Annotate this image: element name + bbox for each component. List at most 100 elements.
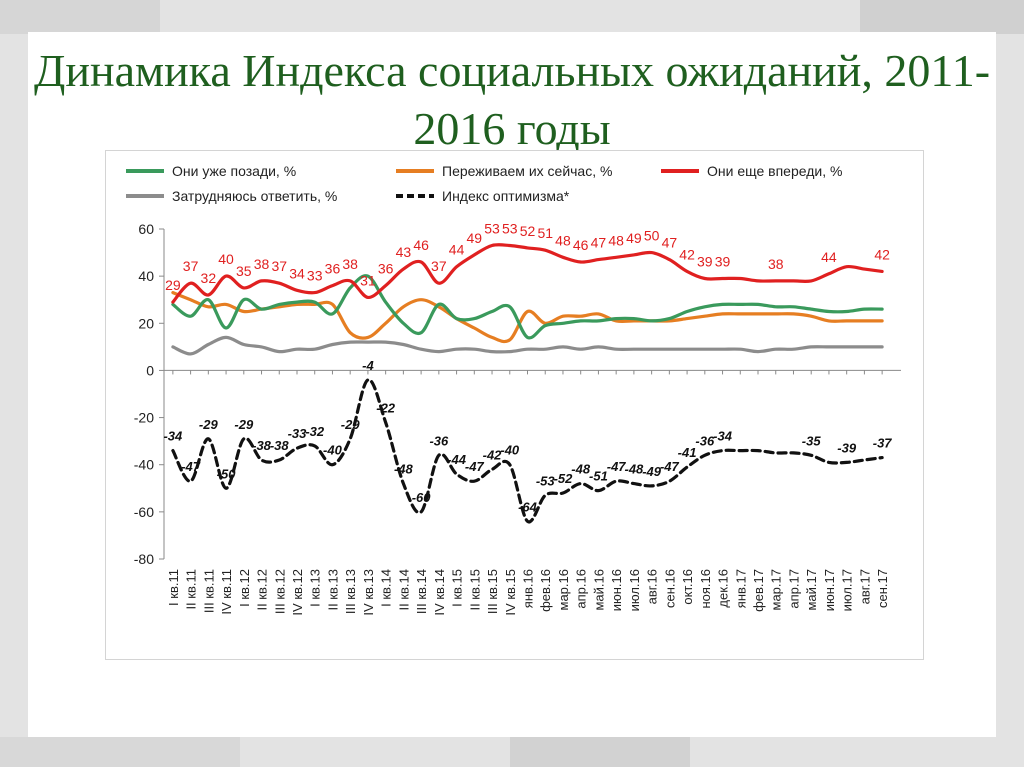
y-tick-label: 40 (138, 268, 154, 284)
data-label-index: -34 (163, 429, 183, 444)
data-label-index: -49 (642, 464, 662, 479)
data-label-ahead: 51 (537, 225, 553, 241)
data-label-index: -4 (362, 358, 374, 373)
bg-tile (510, 737, 690, 767)
series-line-ahead (171, 243, 884, 304)
legend-label-behind: Они уже позади, % (172, 163, 296, 179)
bg-tile (0, 737, 240, 767)
x-tick-label: июн.17 (822, 569, 837, 611)
data-label-index: -38 (252, 438, 272, 453)
legend-label-now: Переживаем их сейчас, % (442, 163, 612, 179)
data-label-index: -29 (234, 417, 254, 432)
data-label-index: -35 (802, 433, 822, 448)
data-label-index: -60 (412, 490, 432, 505)
x-tick-label: I кв.13 (308, 569, 323, 607)
data-label-ahead: 53 (484, 221, 500, 237)
x-tick-label: фев.17 (751, 569, 766, 612)
x-tick-label: мар.17 (769, 569, 784, 610)
x-tick-label: июл.17 (840, 569, 855, 611)
series-line-now (171, 291, 884, 344)
x-tick-label: II кв.11 (184, 569, 199, 610)
data-label-index: -47 (465, 459, 485, 474)
data-label-index: -40 (323, 443, 343, 458)
data-label-index: -37 (873, 436, 893, 451)
x-tick-label: янв.17 (733, 569, 748, 608)
data-label-ahead: 44 (821, 249, 837, 265)
data-label-index: -29 (341, 417, 361, 432)
series-line-index (171, 378, 884, 524)
x-tick-label: I кв.14 (379, 569, 394, 607)
data-label-index: -36 (429, 433, 449, 448)
slide-title: Динамика Индекса социальных ожиданий, 20… (33, 45, 991, 154)
x-tick-label: окт.16 (680, 569, 695, 605)
x-tick-label: I кв.12 (237, 569, 252, 607)
data-label-ahead: 39 (697, 254, 713, 270)
data-label-ahead: 44 (449, 242, 465, 258)
data-label-index: -64 (518, 499, 538, 514)
data-label-index: -39 (837, 440, 857, 455)
data-label-index: -41 (678, 445, 697, 460)
x-tick-label: апр.17 (786, 569, 801, 609)
data-label-index: -47 (181, 459, 201, 474)
data-label-ahead: 42 (874, 246, 890, 262)
x-tick-label: IV кв.14 (432, 569, 447, 616)
data-label-ahead: 29 (165, 277, 181, 293)
data-label-index: -48 (624, 462, 644, 477)
x-tick-label: июн.16 (609, 569, 624, 611)
x-tick-label: III кв.14 (414, 569, 429, 614)
data-label-ahead: 38 (342, 256, 358, 272)
data-label-ahead: 33 (307, 268, 323, 284)
data-label-index: -29 (199, 417, 219, 432)
data-label-index: -32 (305, 424, 325, 439)
data-label-ahead: 31 (360, 272, 376, 288)
data-label-ahead: 46 (413, 237, 429, 253)
data-label-ahead: 36 (325, 261, 341, 277)
x-tick-label: май.17 (804, 569, 819, 611)
data-label-index: -33 (288, 426, 308, 441)
x-tick-label: III кв.15 (485, 569, 500, 614)
x-tick-label: ноя.16 (698, 569, 713, 609)
y-tick-label: 60 (138, 221, 154, 237)
x-tick-label: IV кв.12 (290, 569, 305, 616)
x-tick-label: III кв.11 (201, 569, 216, 613)
x-tick-label: II кв.14 (396, 569, 411, 611)
data-label-index: -40 (500, 443, 520, 458)
data-label-ahead: 50 (644, 228, 660, 244)
data-label-ahead: 49 (467, 230, 483, 246)
y-tick-label: -40 (134, 457, 154, 473)
bg-tile (860, 0, 1024, 34)
x-tick-label: II кв.12 (255, 569, 270, 611)
data-label-ahead: 48 (608, 232, 624, 248)
data-label-index: -42 (483, 447, 503, 462)
data-label-ahead: 37 (183, 258, 199, 274)
data-label-ahead: 52 (520, 223, 536, 239)
data-label-index: -48 (394, 462, 414, 477)
data-label-ahead: 47 (662, 235, 678, 251)
data-label-ahead: 35 (236, 263, 252, 279)
x-tick-label: I кв.15 (450, 569, 465, 607)
y-tick-label: -20 (134, 410, 154, 426)
x-tick-label: IV кв.11 (219, 569, 234, 615)
data-label-ahead: 48 (555, 232, 571, 248)
x-tick-label: сен.16 (662, 569, 677, 608)
data-label-ahead: 49 (626, 230, 642, 246)
x-tick-label: июл.16 (627, 569, 642, 611)
y-tick-label: 0 (146, 362, 154, 378)
legend-label-ahead: Они еще впереди, % (707, 163, 842, 179)
data-label-ahead: 36 (378, 261, 394, 277)
series-line-behind (171, 274, 884, 340)
data-label-index: -50 (217, 466, 237, 481)
x-tick-label: II кв.15 (467, 569, 482, 611)
data-label-ahead: 47 (591, 235, 607, 251)
x-tick-label: II кв.13 (325, 569, 340, 611)
data-label-ahead: 37 (431, 258, 447, 274)
x-tick-label: I кв.11 (166, 569, 181, 606)
data-label-index: -22 (376, 400, 396, 415)
legend-label-unsure: Затрудняюсь ответить, % (172, 188, 337, 204)
x-tick-label: IV кв.13 (361, 569, 376, 616)
data-label-index: -51 (589, 469, 608, 484)
x-tick-label: авг.17 (857, 569, 872, 604)
x-tick-label: сен.17 (875, 569, 890, 608)
data-label-ahead: 43 (396, 244, 412, 260)
x-tick-label: мар.16 (556, 569, 571, 610)
